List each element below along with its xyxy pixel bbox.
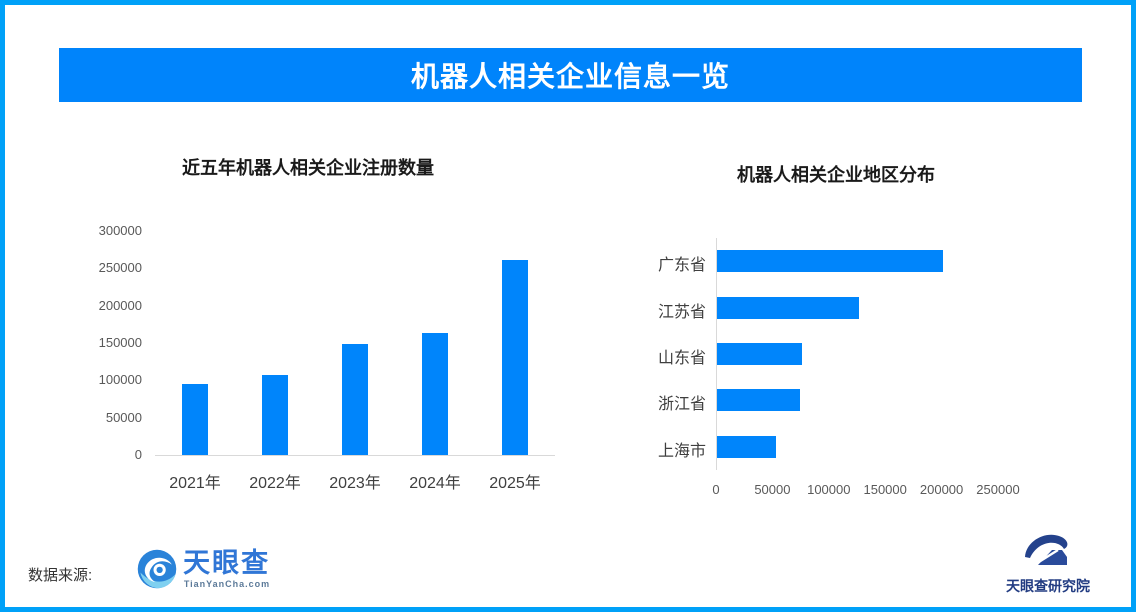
tianyancha-institute-icon xyxy=(1025,534,1068,567)
bar xyxy=(717,389,800,412)
y-axis-tick-label: 200000 xyxy=(98,297,142,313)
y-axis-tick-label: 0 xyxy=(134,447,142,462)
x-axis-tick-label: 250000 xyxy=(976,482,1020,497)
x-axis-category-label: 2024年 xyxy=(409,475,461,492)
x-axis-tick-label: 200000 xyxy=(919,482,964,497)
x-axis-category-label: 2025年 xyxy=(489,475,541,492)
y-axis-category-label: 广东省 xyxy=(657,257,706,275)
data-source-block: 数据来源: 天眼查 TianYanCha.com xyxy=(28,548,270,590)
y-axis-category-label: 上海市 xyxy=(657,442,706,460)
x-axis-category-label: 2022年 xyxy=(249,475,301,492)
bar xyxy=(342,344,368,455)
y-axis-tick-label: 150000 xyxy=(98,335,142,350)
y-axis-tick-label: 100000 xyxy=(98,372,142,388)
data-source-label: 数据来源: xyxy=(28,566,93,584)
x-axis-tick-label: 50000 xyxy=(754,482,791,497)
y-axis-category-label: 山东省 xyxy=(657,350,706,367)
tianyancha-eye-icon xyxy=(137,549,177,589)
y-axis-tick-label: 50000 xyxy=(105,409,142,425)
institute-wordmark: 天眼查研究院 xyxy=(1006,578,1090,594)
institute-logo-block: 天眼查研究院 xyxy=(998,531,1098,596)
bar xyxy=(422,333,448,455)
right-chart-title: 机器人相关企业地区分布 xyxy=(737,165,935,185)
bar xyxy=(717,435,776,458)
bar xyxy=(717,343,802,365)
bar xyxy=(262,375,288,455)
tianyancha-wordmark: 天眼查 xyxy=(183,547,271,578)
header-banner: 机器人相关企业信息一览 xyxy=(59,48,1082,102)
x-axis-category-label: 2023年 xyxy=(329,475,381,492)
tianyancha-url: TianYanCha.com xyxy=(183,578,271,589)
bar xyxy=(717,296,859,319)
x-axis-tick-label: 150000 xyxy=(863,482,907,497)
bar xyxy=(717,250,943,273)
tianyancha-logo: 天眼查 TianYanCha.com xyxy=(183,547,271,589)
y-axis-line xyxy=(716,238,717,470)
x-axis-line xyxy=(155,455,555,456)
x-axis-category-label: 2021年 xyxy=(169,475,221,492)
y-axis-tick-label: 250000 xyxy=(98,260,142,276)
y-axis-category-label: 江苏省 xyxy=(657,303,706,321)
bar xyxy=(182,384,208,455)
page-title: 机器人相关企业信息一览 xyxy=(410,61,730,92)
x-axis-tick-label: 100000 xyxy=(807,482,851,497)
y-axis-category-label: 浙江省 xyxy=(657,396,706,414)
x-axis-tick-label: 0 xyxy=(712,482,720,497)
left-chart-title: 近五年机器人相关企业注册数量 xyxy=(182,158,434,178)
bar xyxy=(502,260,528,455)
y-axis-tick-label: 300000 xyxy=(98,223,142,238)
